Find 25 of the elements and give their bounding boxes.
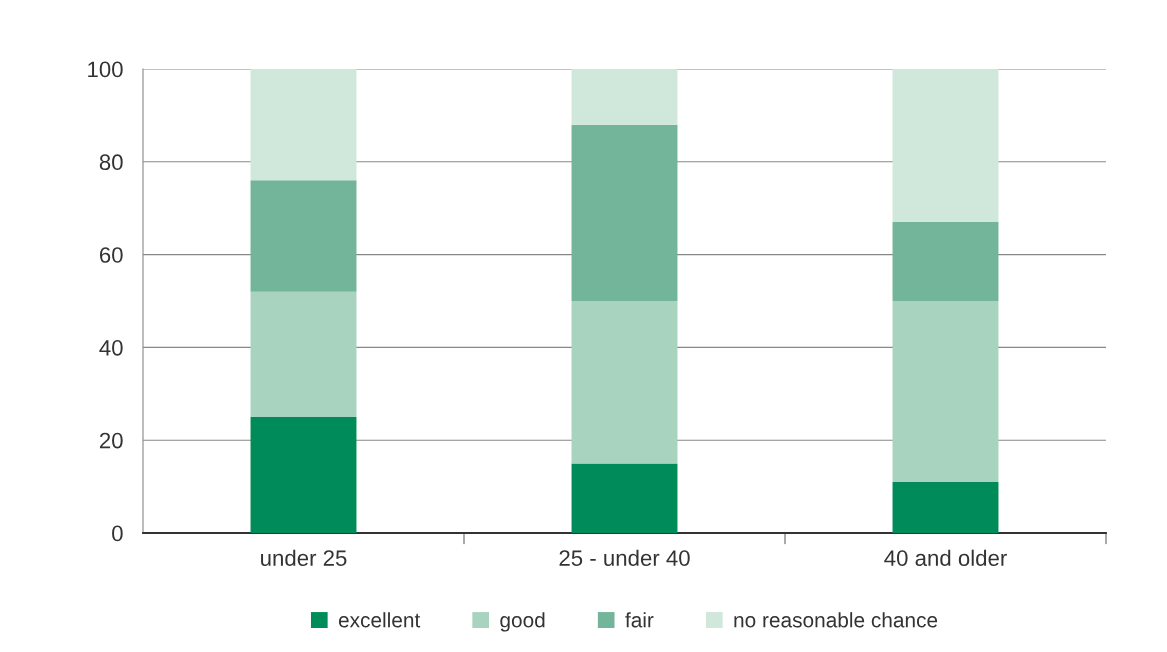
bar — [571, 301, 678, 464]
y-tick-label: 80 — [99, 154, 123, 171]
bar — [892, 222, 999, 301]
bar — [892, 69, 999, 223]
y-tick-label: 20 — [99, 432, 123, 449]
bar — [571, 124, 678, 301]
x-tick-label: 40 and older — [884, 549, 1007, 566]
legend-label: fair — [625, 612, 654, 628]
y-tick-label: 100 — [88, 61, 123, 78]
bar — [250, 180, 357, 292]
legend-label: excellent — [338, 612, 421, 628]
bar — [250, 69, 357, 181]
y-tick-label: 0 — [112, 525, 123, 542]
y-tick-label: 40 — [99, 339, 123, 356]
bar — [250, 291, 357, 417]
y-tick-label: 60 — [99, 247, 123, 263]
x-tick-label: under 25 — [261, 549, 347, 566]
bar — [250, 417, 357, 533]
legend-label: good — [500, 612, 545, 632]
bar — [892, 301, 999, 482]
bar — [571, 463, 678, 533]
x-tick-label: 25 - under 40 — [559, 549, 690, 566]
legend-label: no reasonable chance — [734, 612, 938, 628]
bar — [571, 69, 678, 125]
bar — [892, 481, 999, 533]
